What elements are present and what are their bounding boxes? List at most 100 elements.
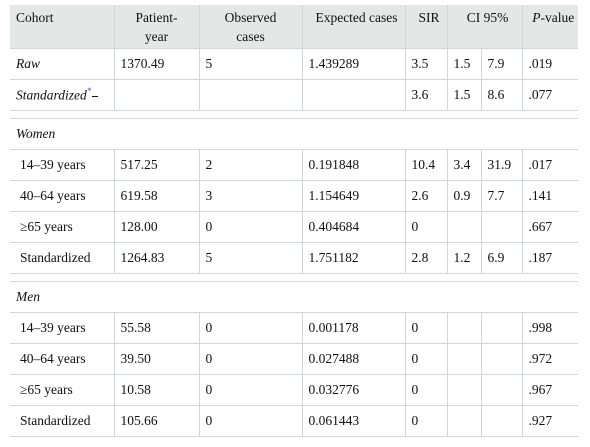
cell-sir: 2.6 [405, 180, 448, 212]
cell-sir: 0 [405, 312, 448, 344]
cell-expected: 1.439289 [302, 48, 406, 80]
cell-ci-high: 7.9 [481, 48, 523, 80]
cell-patient-year: 105.66 [114, 405, 200, 437]
cell-ci-high [481, 211, 523, 243]
table-row-men-14-39: 14–39 years 55.58 0 0.001178 0 .998 [10, 312, 578, 344]
cell-ci-low: 1.2 [447, 242, 482, 274]
cell-p-value: .967 [522, 374, 578, 406]
cell-ci-high [481, 312, 523, 344]
header-p-value: P-value [522, 5, 578, 49]
cell-label: 40–64 years [10, 343, 115, 375]
cell-label: Raw [10, 48, 115, 80]
cell-patient-year: 517.25 [114, 149, 200, 181]
table-row-women-14-39: 14–39 years 517.25 2 0.191848 10.4 3.4 3… [10, 149, 578, 181]
cell-observed: 0 [199, 312, 303, 344]
cell-sir: 3.6 [405, 79, 448, 111]
cell-patient-year: 55.58 [114, 312, 200, 344]
spacer-row [10, 110, 578, 119]
cell-ci-low: 1.5 [447, 79, 482, 111]
cell-p-value: .019 [522, 48, 578, 80]
cell-observed: 2 [199, 149, 303, 181]
cell-expected: 0.404684 [302, 211, 406, 243]
cell-sir: 0 [405, 374, 448, 406]
section-title-men: Men [10, 281, 578, 313]
cell-label: 14–39 years [10, 312, 115, 344]
cell-ci-high: 7.7 [481, 180, 523, 212]
cell-patient-year: 619.58 [114, 180, 200, 212]
cell-p-value: .017 [522, 149, 578, 181]
header-ci: CI 95% [447, 5, 523, 49]
cell-ci-low: 1.5 [447, 48, 482, 80]
section-women: Women [10, 118, 578, 150]
header-sir: SIR [405, 5, 448, 49]
cell-observed: 3 [199, 180, 303, 212]
cell-expected: 0.032776 [302, 374, 406, 406]
table-row-men-65-plus: ≥65 years 10.58 0 0.032776 0 .967 [10, 374, 578, 406]
cell-ci-high [481, 343, 523, 375]
cell-p-value: .667 [522, 211, 578, 243]
cell-observed: 5 [199, 48, 303, 80]
cell-observed: 0 [199, 343, 303, 375]
table-row-women-65-plus: ≥65 years 128.00 0 0.404684 0 .667 [10, 211, 578, 243]
cell-sir: 3.5 [405, 48, 448, 80]
cell-ci-low [447, 312, 482, 344]
header-p-suffix: -value [540, 10, 575, 25]
cell-expected: 0.061443 [302, 405, 406, 437]
cell-p-value: .187 [522, 242, 578, 274]
cell-expected: 0.001178 [302, 312, 406, 344]
cell-p-value: .972 [522, 343, 578, 375]
cell-patient-year: 128.00 [114, 211, 200, 243]
footnote-link[interactable]: * [86, 85, 92, 96]
header-patient-year: Patient-year [114, 5, 200, 49]
cell-ci-low [447, 374, 482, 406]
cell-p-value: .998 [522, 312, 578, 344]
cell-observed: 0 [199, 374, 303, 406]
table-row-women-standardized: Standardized 1264.83 5 1.751182 2.8 1.2 … [10, 242, 578, 274]
cell-sir: 2.8 [405, 242, 448, 274]
cell-patient-year: 1264.83 [114, 242, 200, 274]
cell-observed: 5 [199, 242, 303, 274]
cell-label: Standardized [10, 242, 115, 274]
header-cohort: Cohort [10, 5, 115, 49]
table-row-women-40-64: 40–64 years 619.58 3 1.154649 2.6 0.9 7.… [10, 180, 578, 212]
cell-label: 40–64 years [10, 180, 115, 212]
header-observed-cases: Observed cases [199, 5, 303, 49]
sir-table: Cohort Patient-year Observed cases Expec… [10, 5, 578, 437]
cell-patient-year: 1370.49 [114, 48, 200, 80]
spacer-row [10, 273, 578, 282]
cell-ci-high: 8.6 [481, 79, 523, 111]
cell-sir: 0 [405, 211, 448, 243]
cell-sir: 0 [405, 343, 448, 375]
cell-ci-low: 0.9 [447, 180, 482, 212]
cell-ci-low [447, 343, 482, 375]
cell-ci-high: 31.9 [481, 149, 523, 181]
cell-ci-low [447, 405, 482, 437]
cell-expected: 1.154649 [302, 180, 406, 212]
header-expected-cases: Expected cases [302, 5, 406, 49]
cell-observed: 0 [199, 211, 303, 243]
cell-label: Standardized [10, 405, 115, 437]
cell-ci-high: 6.9 [481, 242, 523, 274]
standardized-label: Standardized [16, 87, 87, 103]
cell-expected [302, 79, 406, 111]
cell-label: ≥65 years [10, 374, 115, 406]
cell-expected: 0.191848 [302, 149, 406, 181]
cell-label: 14–39 years [10, 149, 115, 181]
cell-ci-low: 3.4 [447, 149, 482, 181]
cell-ci-high [481, 374, 523, 406]
section-title-women: Women [10, 118, 578, 150]
footnote-dash [92, 95, 99, 97]
cell-patient-year: 39.50 [114, 343, 200, 375]
cell-label: ≥65 years [10, 211, 115, 243]
cell-patient-year: 10.58 [114, 374, 200, 406]
cell-observed: 0 [199, 405, 303, 437]
table-row-standardized-all: Standardized* 3.6 1.5 8.6 .077 [10, 79, 578, 111]
header-p-letter: P [532, 10, 541, 25]
cell-ci-high [481, 405, 523, 437]
cell-sir: 10.4 [405, 149, 448, 181]
cell-observed [199, 79, 303, 111]
section-men: Men [10, 281, 578, 313]
cell-expected: 1.751182 [302, 242, 406, 274]
table-row-men-standardized: Standardized 105.66 0 0.061443 0 .927 [10, 405, 578, 437]
cell-ci-low [447, 211, 482, 243]
